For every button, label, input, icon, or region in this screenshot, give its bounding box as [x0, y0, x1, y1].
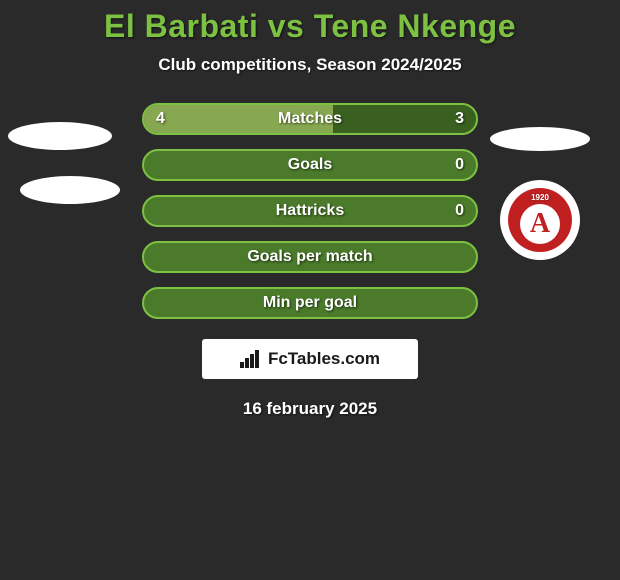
stat-row: Goals per match [142, 241, 478, 273]
page-subtitle: Club competitions, Season 2024/2025 [0, 55, 620, 75]
stat-row: 0 Goals [142, 149, 478, 181]
stat-label: Goals [288, 156, 332, 174]
branding-text: FcTables.com [268, 349, 380, 369]
stat-value-right: 0 [455, 156, 464, 174]
stat-label: Goals per match [247, 248, 372, 266]
stat-row: 4 3 Matches [142, 103, 478, 135]
stat-value-right: 3 [455, 110, 464, 128]
main-container: El Barbati vs Tene Nkenge Club competiti… [0, 0, 620, 419]
page-title: El Barbati vs Tene Nkenge [0, 8, 620, 45]
stat-value-right: 0 [455, 202, 464, 220]
branding-box: FcTables.com [202, 339, 418, 379]
stat-label: Min per goal [263, 294, 357, 312]
stat-row: 0 Hattricks [142, 195, 478, 227]
stat-label: Matches [278, 110, 342, 128]
bar-chart-icon [240, 350, 262, 368]
stat-row: Min per goal [142, 287, 478, 319]
stats-rows: 4 3 Matches 0 Goals 0 Hattricks Goals per match… [0, 103, 620, 319]
stat-label: Hattricks [276, 202, 344, 220]
date-line: 16 february 2025 [0, 399, 620, 419]
stat-value-left: 4 [156, 110, 165, 128]
